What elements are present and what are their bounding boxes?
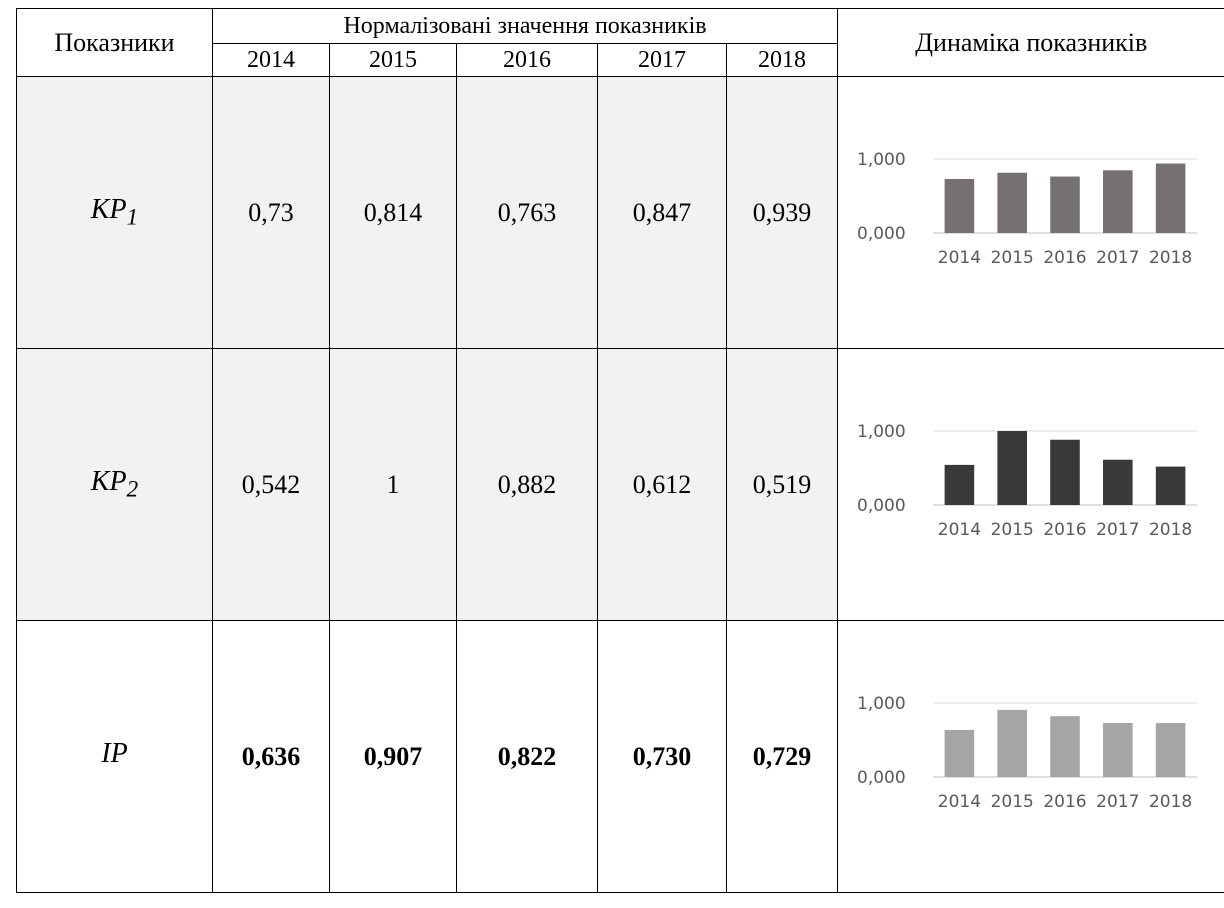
table-row: KP2 0,542 1 0,882 0,612 0,519 0,000 1,000… — [16, 348, 1224, 621]
value-cell: 0,907 — [329, 620, 457, 893]
value-cell: 0,519 — [725, 348, 839, 621]
value-cell: 0,822 — [456, 620, 598, 893]
bar — [944, 729, 975, 777]
value-cell: 0,612 — [597, 348, 727, 621]
y-tick-label: 0,000 — [857, 224, 906, 244]
bar — [1156, 163, 1186, 233]
x-tick-label: 2014 — [938, 792, 981, 812]
indicator-name: IP — [16, 620, 213, 893]
y-tick-label: 1,000 — [857, 694, 906, 714]
bar — [997, 709, 1028, 777]
x-tick-label: 2018 — [1149, 248, 1192, 268]
bar — [1103, 459, 1133, 505]
bar — [944, 464, 975, 505]
bar — [944, 178, 975, 233]
x-tick-label: 2017 — [1096, 792, 1139, 812]
value-cell: 1 — [329, 348, 457, 621]
indicator-name: KP1 — [16, 76, 213, 349]
x-tick-label: 2015 — [991, 792, 1034, 812]
header-year: 2015 — [329, 43, 457, 77]
x-tick-label: 2015 — [991, 248, 1034, 268]
x-tick-label: 2016 — [1044, 248, 1087, 268]
value-cell: 0,814 — [329, 76, 457, 349]
bar — [1103, 169, 1133, 233]
indicators-table: Показники Нормалізовані значення показни… — [16, 8, 1224, 893]
x-tick-label: 2018 — [1149, 792, 1192, 812]
dynamics-chart-cell: 0,000 1,000 2014 2015 2016 2017 2018 — [837, 620, 1224, 893]
x-tick-label: 2018 — [1149, 520, 1192, 540]
bar — [1050, 439, 1081, 505]
indicator-name-base: IP — [101, 737, 128, 769]
value-cell: 0,542 — [212, 348, 330, 621]
value-cell: 0,939 — [725, 76, 839, 349]
indicator-name-base: KP — [90, 465, 127, 497]
bar — [997, 172, 1028, 233]
x-tick-label: 2014 — [938, 520, 981, 540]
header-indicators: Показники — [16, 8, 213, 77]
header-normalized-values: Нормалізовані значення показників — [211, 8, 839, 44]
bar — [1156, 466, 1186, 505]
dynamics-bar-chart: 0,000 1,000 2014 2015 2016 2017 2018 — [857, 150, 1198, 268]
header-year: 2014 — [212, 43, 330, 77]
bar — [1156, 722, 1186, 777]
value-cell: 0,847 — [597, 76, 727, 349]
value-cell: 0,729 — [725, 620, 839, 893]
header-dynamics: Динаміка показників — [837, 8, 1224, 77]
dynamics-bar-chart: 0,000 1,000 2014 2015 2016 2017 2018 — [857, 694, 1198, 812]
table-row: IP 0,636 0,907 0,822 0,730 0,729 0,000 1,… — [16, 620, 1224, 893]
x-tick-label: 2014 — [938, 248, 981, 268]
y-tick-label: 0,000 — [857, 768, 906, 788]
y-tick-label: 1,000 — [857, 150, 906, 170]
table-row: KP1 0,73 0,814 0,763 0,847 0,939 0,000 1,… — [16, 76, 1224, 349]
dynamics-bar-chart: 0,000 1,000 2014 2015 2016 2017 2018 — [857, 422, 1198, 540]
value-cell: 0,636 — [212, 620, 330, 893]
value-cell: 0,763 — [456, 76, 598, 349]
x-tick-label: 2017 — [1096, 520, 1139, 540]
x-tick-label: 2015 — [991, 520, 1034, 540]
indicator-name: KP2 — [16, 348, 213, 621]
dynamics-chart-cell: 0,000 1,000 2014 2015 2016 2017 2018 — [837, 76, 1224, 349]
indicator-name-subscript: 1 — [126, 204, 139, 231]
header-year: 2018 — [725, 43, 839, 77]
bar — [1103, 722, 1133, 777]
value-cell: 0,73 — [212, 76, 330, 349]
x-tick-label: 2017 — [1096, 248, 1139, 268]
y-tick-label: 1,000 — [857, 422, 906, 442]
x-tick-label: 2016 — [1044, 792, 1087, 812]
header-year: 2017 — [597, 43, 727, 77]
header-year: 2016 — [456, 43, 598, 77]
value-cell: 0,730 — [597, 620, 727, 893]
x-tick-label: 2016 — [1044, 520, 1087, 540]
indicator-name-subscript: 2 — [126, 476, 139, 503]
value-cell: 0,882 — [456, 348, 598, 621]
dynamics-chart-cell: 0,000 1,000 2014 2015 2016 2017 2018 — [837, 348, 1224, 621]
y-tick-label: 0,000 — [857, 496, 906, 516]
bar — [1050, 176, 1081, 233]
bar — [1050, 715, 1081, 777]
bar — [997, 430, 1028, 505]
indicator-name-base: KP — [90, 193, 127, 225]
